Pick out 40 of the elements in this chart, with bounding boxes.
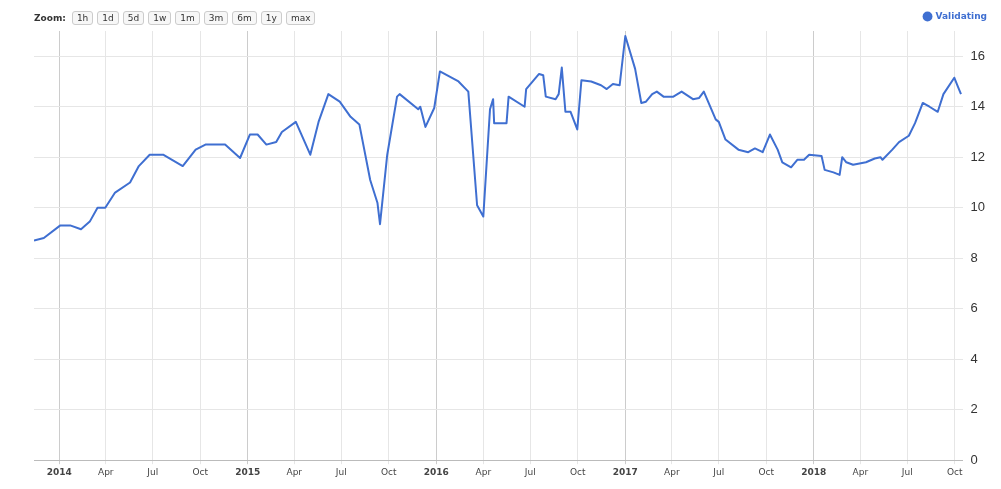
x-tick-label: Apr: [475, 466, 492, 477]
y-tick-label: 14: [970, 98, 986, 114]
x-tick-label: Apr: [852, 466, 869, 477]
x-tick-label: Oct: [192, 466, 209, 477]
y-tick-label: 0: [970, 451, 978, 467]
text: 5d: [122, 11, 145, 25]
legend-label: Validating: [935, 10, 987, 21]
text: 1d: [97, 11, 119, 25]
x-tick-label: Apr: [97, 466, 114, 477]
x-tick-label: 2017: [612, 466, 638, 477]
x-tick-label: Oct: [570, 466, 587, 477]
text: 6m: [232, 11, 257, 25]
x-tick-label: Jul: [146, 466, 159, 477]
text: Zoom:: [34, 13, 66, 23]
x-tick-label: Oct: [381, 466, 398, 477]
text: 3m: [203, 11, 229, 25]
x-tick-label: Jul: [334, 466, 347, 477]
x-tick-label: Jul: [900, 466, 913, 477]
x-tick-label: Apr: [286, 466, 303, 477]
y-tick-label: 12: [970, 148, 986, 164]
y-tick-label: 6: [970, 300, 978, 316]
x-tick-label: 2018: [801, 466, 827, 477]
x-tick-label: 2016: [423, 466, 449, 477]
text: 1w: [148, 11, 172, 25]
x-tick-label: 2015: [235, 466, 261, 477]
text: 1h: [71, 11, 94, 25]
y-tick-label: 4: [970, 350, 978, 366]
x-tick-label: Oct: [758, 466, 775, 477]
x-tick-label: Oct: [947, 466, 964, 477]
y-tick-label: 16: [970, 47, 986, 63]
text: 1m: [175, 11, 200, 25]
x-tick-label: Jul: [712, 466, 725, 477]
x-tick-label: Jul: [523, 466, 536, 477]
x-tick-label: Apr: [664, 466, 680, 477]
text: max: [285, 11, 316, 25]
text: 1y: [260, 11, 282, 25]
y-tick-label: 8: [970, 249, 978, 265]
y-tick-label: 10: [970, 199, 986, 215]
y-tick-label: 2: [970, 401, 978, 417]
x-tick-label: 2014: [46, 466, 72, 477]
